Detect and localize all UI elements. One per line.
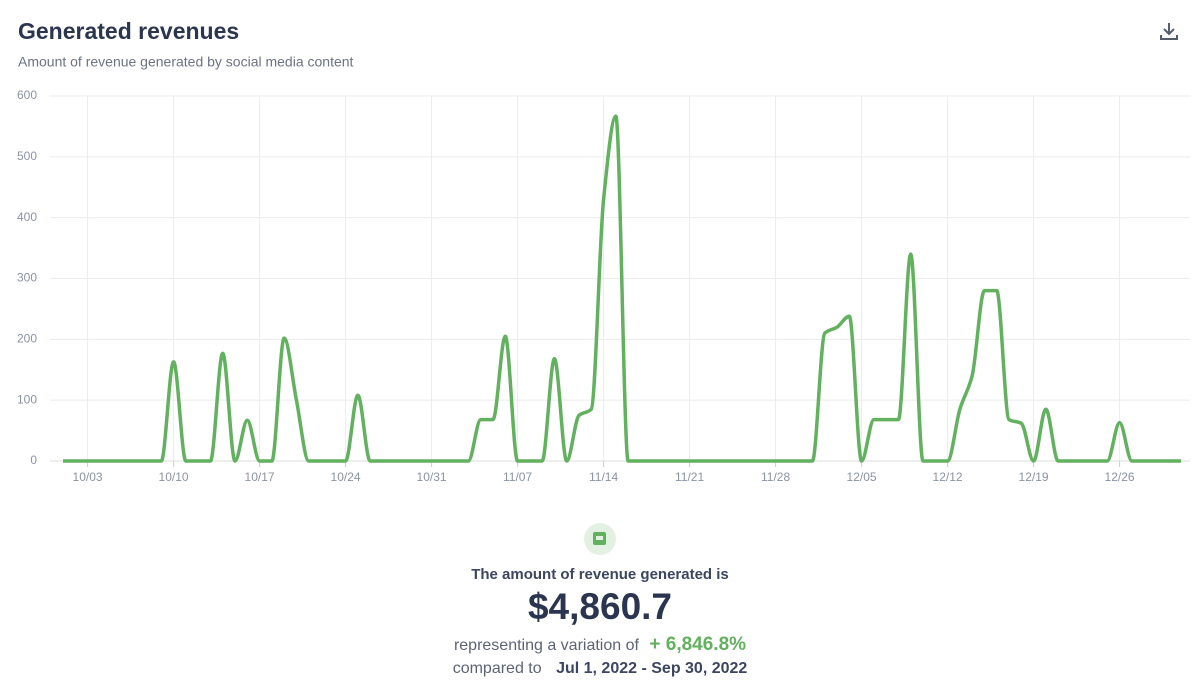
y-tick-label: 400	[17, 210, 37, 224]
download-icon[interactable]	[1160, 23, 1178, 40]
y-tick-label: 100	[17, 392, 37, 406]
compare-period: Jul 1, 2022 - Sep 30, 2022	[556, 660, 748, 677]
x-tick-label: 11/28	[761, 470, 790, 484]
x-tick-label: 12/05	[847, 470, 877, 484]
variation-value: + 6,846.8%	[649, 634, 747, 655]
chart-title: Generated revenues	[18, 18, 239, 44]
x-tick-label: 10/10	[159, 470, 189, 484]
x-tick-label: 11/07	[503, 470, 532, 484]
download-tray[interactable]	[1160, 35, 1178, 40]
x-tick-label: 12/12	[933, 470, 963, 484]
x-tick-label: 10/17	[245, 470, 275, 484]
summary-amount: $4,860.7	[527, 586, 673, 627]
x-tick-label: 12/26	[1105, 470, 1135, 484]
summary-icon	[584, 523, 616, 555]
variation-text: representing a variation of	[453, 637, 639, 654]
summary-compare-row: compared to Jul 1, 2022 - Sep 30, 2022	[0, 660, 1200, 678]
compare-text: compared to	[452, 660, 542, 677]
x-tick-label: 10/24	[331, 470, 361, 484]
download-arrow[interactable]	[1163, 23, 1175, 36]
y-tick-label: 300	[17, 271, 37, 285]
data-line	[63, 114, 1181, 463]
summary-variation-row: representing a variation of + 6,846.8%	[0, 634, 1200, 656]
y-tick-label: 500	[17, 149, 37, 163]
y-tick-label: 0	[30, 453, 37, 467]
x-tick-label: 10/03	[73, 470, 103, 484]
y-tick-label: 600	[17, 88, 37, 102]
x-tick-label: 12/19	[1019, 470, 1049, 484]
x-tick-label: 10/31	[417, 470, 447, 484]
y-tick-label: 200	[17, 332, 37, 346]
x-tick-label: 11/14	[589, 470, 618, 484]
summary-icon-row	[0, 522, 1200, 561]
chart: Generated revenues Amount of revenue gen…	[17, 18, 1190, 484]
summary-lead: The amount of revenue generated is	[471, 566, 729, 583]
chart-subtitle: Amount of revenue generated by social me…	[18, 54, 354, 70]
x-tick-label: 11/21	[675, 470, 704, 484]
